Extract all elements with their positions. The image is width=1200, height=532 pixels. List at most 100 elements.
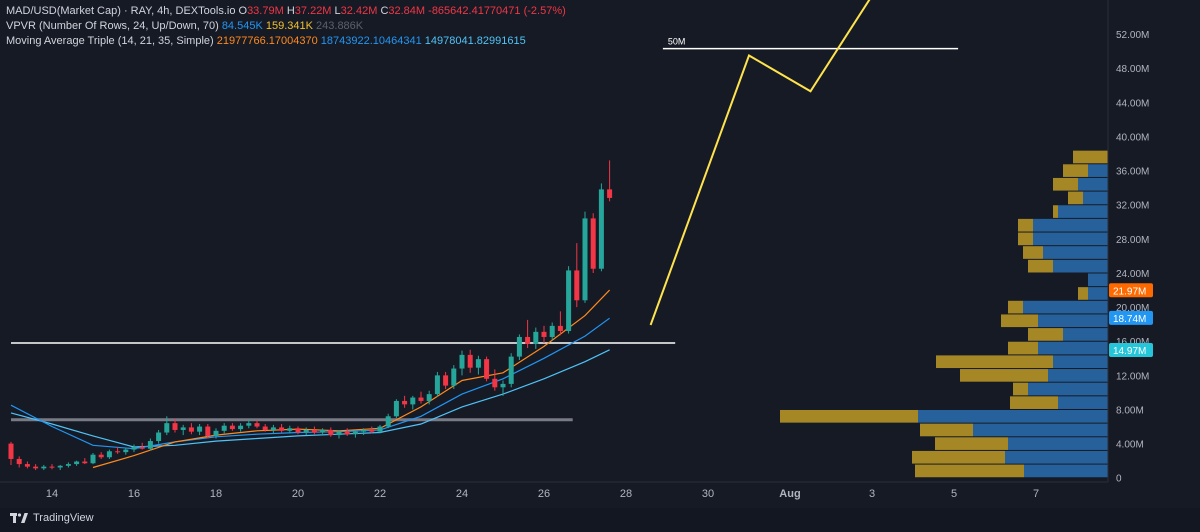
vpvr-up-bar [1024, 464, 1108, 478]
candle-body [221, 425, 227, 431]
price-badge-label: 21.97M [1113, 286, 1146, 297]
y-tick-label: 36.00M [1116, 167, 1149, 178]
time-axis[interactable]: 14 16 18 20 22 24 26 28 30 Aug 3 5 7 [46, 488, 1039, 500]
ma-slow-value: 14978041.82991615 [424, 35, 526, 47]
candle-body [352, 431, 358, 435]
projection-line [649, 0, 871, 326]
vpvr-down-bar [1078, 287, 1088, 300]
vpvr-up-bar [1088, 164, 1108, 177]
candle-body [385, 416, 391, 427]
vpvr-up-bar [1033, 232, 1108, 246]
candle-body [279, 427, 285, 431]
price-badge-label: 14.97M [1113, 346, 1146, 357]
candle-body [410, 397, 416, 405]
x-tick-label: 7 [1033, 488, 1039, 500]
moving-averages [10, 289, 611, 469]
vpvr-down-bar [1018, 232, 1033, 246]
footer-bar [0, 508, 1200, 532]
vpvr-down-bar [960, 369, 1048, 382]
y-tick-label: 0 [1116, 474, 1122, 485]
vpvr-up-bar [1088, 287, 1108, 300]
candle-body [90, 454, 96, 464]
vpvr-down-bar [780, 409, 918, 423]
candle-body [82, 461, 88, 464]
price-axis[interactable]: 0 4.00M 8.00M 12.00M 16.00M 20.00M 24.00M 28.00… [1116, 30, 1149, 485]
vpvr-down-bar [1068, 191, 1083, 205]
ma-row: Moving Average Triple (14, 21, 35, Simpl… [6, 34, 566, 49]
price-badge [1109, 283, 1153, 298]
y-tick-label: 12.00M [1116, 371, 1149, 382]
symbol-row: MAD/USD(Market Cap) · RAY, 4h, DEXTools.… [6, 4, 566, 19]
tradingview-brand[interactable]: TradingView [10, 512, 94, 524]
vpvr-up-bar [1078, 177, 1108, 191]
candle-body [516, 336, 522, 357]
candle-body [262, 426, 268, 430]
ma-fast-value: 21977766.17004370 [216, 35, 318, 47]
vpvr-up-bar [1038, 341, 1108, 355]
vpvr-indicator-name[interactable]: VPVR (Number Of Rows, 24, Up/Down, 70) [6, 20, 219, 32]
candle-body [598, 189, 604, 269]
candle-body [8, 443, 14, 459]
high-label: H [286, 5, 295, 17]
candle-body [475, 359, 481, 368]
candle-body [49, 466, 55, 468]
y-tick-label: 44.00M [1116, 98, 1149, 109]
vpvr-up-bar [1058, 396, 1108, 409]
level-label: 50M [668, 37, 686, 47]
y-tick-label: 20.00M [1116, 303, 1149, 314]
vpvr-up-bar [1008, 437, 1108, 450]
price-chart[interactable]: 50M 0 4.00M 8.00M 12.00M 16.00M 20.00M 24.00M 2… [0, 0, 1200, 508]
vpvr-up-bar [1088, 273, 1108, 287]
vpvr-down-bar [1018, 218, 1033, 232]
candle-body [147, 441, 153, 449]
vpvr-up-bar [1028, 382, 1108, 396]
vpvr-down-bar [1008, 300, 1023, 314]
vpvr-up-bar [918, 409, 1108, 423]
vpvr-down-bar [936, 355, 1053, 369]
candle-body [484, 359, 490, 379]
symbol-name[interactable]: MAD/USD(Market Cap) · RAY, 4h, DEXTools.… [6, 5, 236, 17]
vpvr-total-volume: 243.886K [316, 20, 364, 32]
volume-profile [780, 150, 1108, 478]
x-tick-label: 28 [620, 488, 632, 500]
candle-body [549, 325, 555, 337]
price-badge [1109, 310, 1153, 325]
candle-body [525, 336, 531, 344]
candle-body [582, 218, 588, 301]
vpvr-down-bar [1001, 314, 1038, 328]
ma-indicator-name[interactable]: Moving Average Triple (14, 21, 35, Simpl… [6, 35, 214, 47]
candle-body [65, 464, 71, 466]
candle-body [541, 331, 547, 337]
y-tick-label: 8.00M [1116, 405, 1144, 416]
ma-fast-line [92, 289, 611, 469]
candle-body [320, 429, 326, 433]
candle-body [328, 429, 334, 436]
y-tick-label: 48.00M [1116, 64, 1149, 75]
x-tick-label: 24 [456, 488, 468, 500]
candle-body [164, 423, 170, 433]
vpvr-down-bar [915, 464, 1024, 478]
vpvr-down-volume: 159.341K [265, 20, 313, 32]
x-tick-label: 18 [210, 488, 222, 500]
candle-body [229, 425, 235, 430]
vpvr-up-volume: 84.545K [221, 20, 263, 32]
candle-body [139, 447, 145, 449]
candle-body [467, 354, 473, 368]
candle-body [377, 426, 383, 432]
vpvr-up-bar [973, 423, 1108, 437]
vpvr-up-bar [1058, 205, 1108, 218]
candle-body [172, 423, 178, 430]
candle-body [344, 431, 350, 435]
chart-legend: MAD/USD(Market Cap) · RAY, 4h, DEXTools.… [6, 4, 566, 49]
candle-body [131, 447, 137, 450]
vpvr-row: VPVR (Number Of Rows, 24, Up/Down, 70) 8… [6, 19, 566, 34]
vpvr-down-bar [920, 423, 973, 437]
vpvr-up-bar [1038, 314, 1108, 328]
vpvr-down-bar [912, 450, 1005, 464]
candle-body [426, 394, 432, 401]
candle-body [451, 368, 457, 386]
y-tick-label: 28.00M [1116, 235, 1149, 246]
candle-body [123, 449, 129, 453]
vpvr-down-bar [1008, 341, 1038, 355]
candle-body [557, 325, 563, 332]
